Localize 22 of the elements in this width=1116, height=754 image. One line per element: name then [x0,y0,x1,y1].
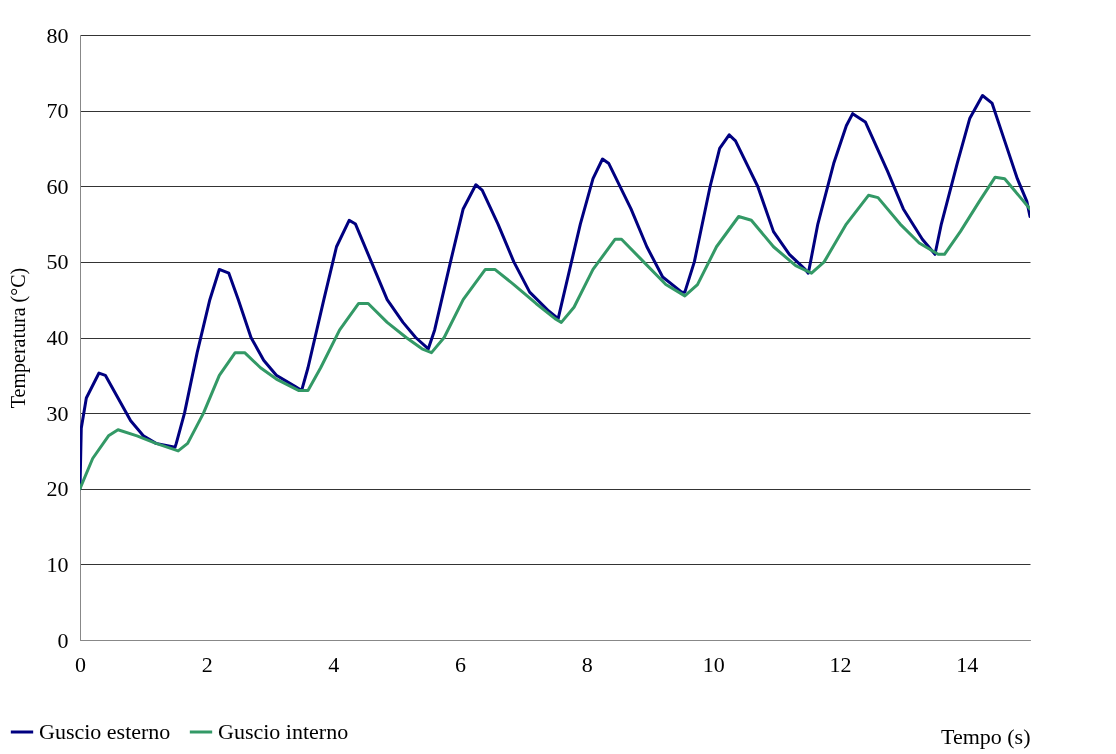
y-tick-label: 20 [46,476,69,502]
y-tick-label: 50 [46,249,69,275]
legend-label: Guscio esterno [39,719,171,744]
x-axis-title: Tempo (s) [941,723,1031,749]
y-tick-label: 30 [46,400,69,426]
x-tick-label: 10 [702,651,725,677]
y-tick-label: 40 [46,325,69,350]
y-axis-title: Temperatura (°C) [6,267,30,409]
x-tick-label: 14 [956,651,979,677]
y-tick-label: 10 [46,551,69,577]
y-tick-label: 0 [57,627,69,653]
x-tick-label: 2 [201,651,213,677]
x-tick-label: 6 [455,651,466,677]
y-tick-label: 80 [46,22,69,48]
x-tick-label: 4 [328,651,340,677]
x-tick-label: 8 [581,651,593,677]
x-tick-label: 0 [75,651,86,677]
line-series [80,175,1030,491]
y-tick-label: 60 [46,173,69,199]
y-tick-label: 70 [46,98,69,124]
x-tick-label: 12 [829,651,852,677]
legend-label: Guscio interno [218,719,349,744]
